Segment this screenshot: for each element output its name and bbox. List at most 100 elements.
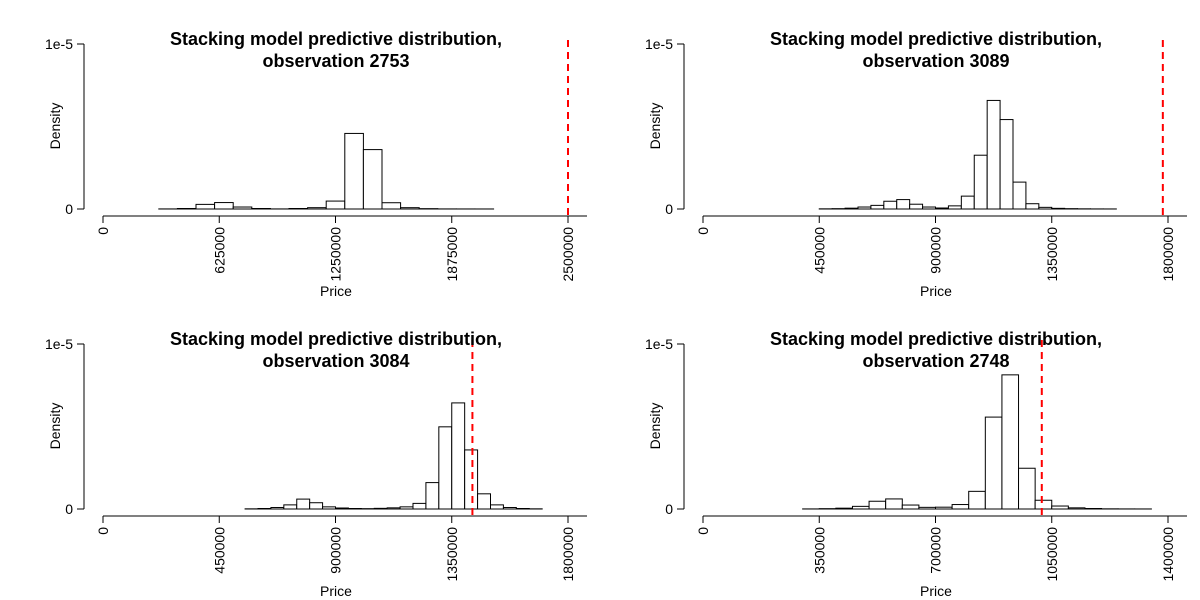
histogram-bar	[947, 205, 962, 210]
histogram-bar	[1025, 203, 1040, 210]
histogram-bar	[362, 149, 383, 210]
histogram-bar	[425, 482, 440, 510]
x-tick-label: 1800000	[1160, 227, 1176, 282]
chart-title: Stacking model predictive distribution,	[770, 29, 1102, 49]
histogram-bar	[960, 195, 975, 210]
histogram-bar	[438, 426, 453, 510]
histogram-bar	[835, 507, 853, 510]
x-tick-label: 900000	[328, 527, 344, 574]
x-tick-label: 1875000	[444, 227, 460, 282]
x-tick-label: 625000	[211, 227, 227, 274]
histogram-bar	[1038, 206, 1053, 210]
chart-panel-1: 0 1e-5 Density 0 625000 1250000 1875000 2500000…	[45, 29, 587, 299]
histogram-bar	[1012, 181, 1027, 210]
y-tick-label: 0	[65, 201, 73, 217]
chart-title: Stacking model predictive distribution,	[170, 329, 502, 349]
histogram-bar	[490, 504, 504, 510]
x-axis-label: Price	[920, 583, 952, 599]
histogram-bar	[857, 206, 872, 210]
histogram-bar	[1051, 207, 1066, 210]
x-tick-label: 0	[95, 227, 111, 235]
histogram-bar	[883, 200, 898, 210]
histogram-bar	[325, 200, 346, 210]
histogram-bar	[1018, 467, 1036, 510]
x-tick-label: 1350000	[1044, 227, 1060, 282]
histogram-bar	[214, 202, 234, 210]
histogram-bar	[477, 493, 492, 510]
histogram-bar	[999, 119, 1014, 210]
histogram-bar	[1001, 374, 1020, 510]
histogram-bar	[870, 204, 885, 210]
x-tick-label: 450000	[811, 227, 827, 274]
histogram-bar	[335, 507, 349, 510]
y-tick-label: 0	[665, 201, 673, 217]
histogram-bar	[844, 207, 859, 210]
histogram-bar	[386, 507, 401, 510]
histogram-bar	[322, 506, 337, 510]
chart-subtitle: observation 3084	[262, 351, 409, 371]
histogram-bar	[283, 504, 298, 510]
y-tick-label: 1e-5	[645, 336, 673, 352]
chart-title: Stacking model predictive distribution,	[770, 329, 1102, 349]
chart-panel-3: 0 1e-5 Density 0 450000 900000 1350000 1800000 P…	[45, 329, 587, 599]
histogram-bar	[1051, 505, 1069, 510]
histogram-bar	[307, 207, 327, 210]
histogram-bar	[901, 504, 920, 510]
histogram-bar	[381, 202, 402, 210]
histogram-bar	[400, 207, 420, 210]
histogram-bar	[412, 502, 427, 510]
x-tick-label: 700000	[928, 527, 944, 574]
histogram-bar	[909, 203, 924, 210]
x-tick-label: 0	[695, 227, 711, 235]
x-tick-label: 0	[695, 527, 711, 535]
histogram-bar	[922, 206, 937, 210]
histogram-bar	[399, 506, 414, 510]
y-tick-label: 1e-5	[645, 36, 673, 52]
y-axis-label: Density	[47, 403, 63, 450]
y-axis-label: Density	[647, 403, 663, 450]
x-axis-label: Price	[920, 283, 952, 299]
histogram-bar	[885, 498, 903, 510]
chart-subtitle: observation 2748	[862, 351, 1009, 371]
x-axis-label: Price	[320, 283, 352, 299]
x-tick-label: 900000	[928, 227, 944, 274]
x-tick-label: 1250000	[328, 227, 344, 282]
chart-subtitle: observation 3089	[862, 51, 1009, 71]
histogram-bar	[968, 490, 986, 510]
histogram-bar	[868, 500, 887, 510]
histogram-bar	[951, 504, 970, 510]
histogram-bar	[986, 99, 1001, 210]
histogram-bar	[270, 507, 285, 510]
histogram-bar	[309, 502, 324, 510]
histogram-bar	[935, 506, 953, 510]
histogram-bar	[232, 206, 253, 210]
histogram-bar	[918, 506, 936, 510]
histogram-bar	[344, 132, 364, 210]
x-tick-label: 0	[95, 527, 111, 535]
x-axis-label: Price	[320, 583, 352, 599]
x-tick-label: 350000	[811, 527, 827, 574]
y-tick-label: 1e-5	[45, 36, 73, 52]
y-axis-label: Density	[647, 103, 663, 150]
histogram-bar	[1034, 499, 1053, 510]
chart-panel-4: 0 1e-5 Density 0 350000 700000 1050000 1400000 P…	[645, 329, 1187, 599]
x-tick-label: 1350000	[444, 527, 460, 582]
histogram-bar	[195, 203, 216, 210]
x-tick-label: 450000	[211, 527, 227, 574]
histogram-bar	[935, 207, 949, 210]
y-tick-label: 0	[65, 501, 73, 517]
histogram-bar	[373, 507, 388, 510]
y-axis-label: Density	[47, 103, 63, 150]
chart-subtitle: observation 2753	[262, 51, 409, 71]
histogram-bar	[984, 416, 1003, 510]
x-tick-label: 1800000	[560, 527, 576, 582]
histogram-bar	[1067, 507, 1086, 510]
y-tick-label: 1e-5	[45, 336, 73, 352]
x-tick-label: 1050000	[1044, 527, 1060, 582]
histogram-bar	[296, 498, 311, 510]
x-tick-label: 1400000	[1160, 527, 1176, 582]
histogram-bar	[896, 199, 911, 210]
x-tick-label: 2500000	[560, 227, 576, 282]
histogram-bar	[851, 505, 870, 510]
